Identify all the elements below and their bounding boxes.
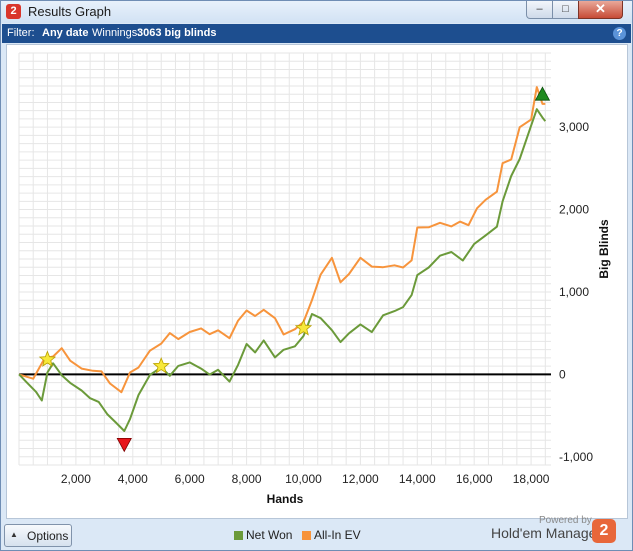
marker-star (294, 319, 313, 336)
y-tick-label: 2,000 (559, 203, 589, 217)
footer-bar: ▲ Options Net Won All-In EV Powered by H… (2, 515, 631, 550)
series-line-all-in-ev (18, 86, 546, 394)
filter-label: Filter: (7, 27, 35, 39)
options-label: Options (27, 529, 69, 543)
app-logo-icon: 2 (6, 4, 21, 19)
close-button[interactable]: ✕ (578, 1, 623, 19)
series-line-net-won (18, 108, 547, 432)
y-tick-label: -1,000 (559, 450, 593, 464)
powered-by-text: Powered by (539, 515, 592, 526)
winnings-value: 3063 big blinds (137, 27, 217, 39)
x-tick-label: 6,000 (175, 472, 205, 486)
marker-star (38, 350, 57, 367)
options-expand-icon: ▲ (10, 530, 18, 539)
filter-bar: Filter: Any date Winnings: 3063 big blin… (2, 24, 631, 43)
x-axis-label: Hands (267, 492, 304, 506)
marker-min-triangle (116, 437, 132, 453)
x-tick-label: 18,000 (513, 472, 550, 486)
y-tick-label: 0 (559, 367, 566, 381)
window-title: Results Graph (28, 4, 112, 19)
legend-net-won-label: Net Won (246, 528, 293, 542)
options-button[interactable]: ▲ Options (4, 524, 72, 547)
maximize-button[interactable]: □ (552, 1, 579, 19)
marker-max-triangle (534, 86, 551, 101)
chart-area: 2,000 4,000 6,000 8,000 10,000 12,000 14,000 16… (6, 44, 628, 519)
x-tick-label: 16,000 (456, 472, 493, 486)
legend-allin-ev-swatch (302, 531, 311, 540)
y-axis-label: Big Blinds (597, 219, 611, 279)
x-tick-label: 10,000 (285, 472, 322, 486)
help-icon[interactable]: ? (613, 27, 626, 40)
y-tick-label: 1,000 (559, 285, 589, 299)
brand-name: Hold'em Manager (491, 525, 602, 541)
brand-logo-icon: 2 (592, 519, 616, 543)
x-tick-label: 4,000 (118, 472, 148, 486)
marker-star (152, 357, 170, 374)
legend-allin-ev-label: All-In EV (314, 528, 361, 542)
legend-net-won-swatch (234, 531, 243, 540)
title-bar: 2 Results Graph – □ ✕ (1, 1, 632, 23)
filter-date-value: Any date (42, 27, 89, 39)
results-chart: 2,000 4,000 6,000 8,000 10,000 12,000 14,000 16… (18, 52, 611, 506)
x-tick-label: 12,000 (342, 472, 379, 486)
x-tick-label: 2,000 (61, 472, 91, 486)
y-tick-label: 3,000 (559, 120, 589, 134)
winnings-label: Winnings: (92, 27, 141, 39)
x-tick-label: 14,000 (399, 472, 436, 486)
x-tick-label: 8,000 (232, 472, 262, 486)
minimize-button[interactable]: – (526, 1, 553, 19)
